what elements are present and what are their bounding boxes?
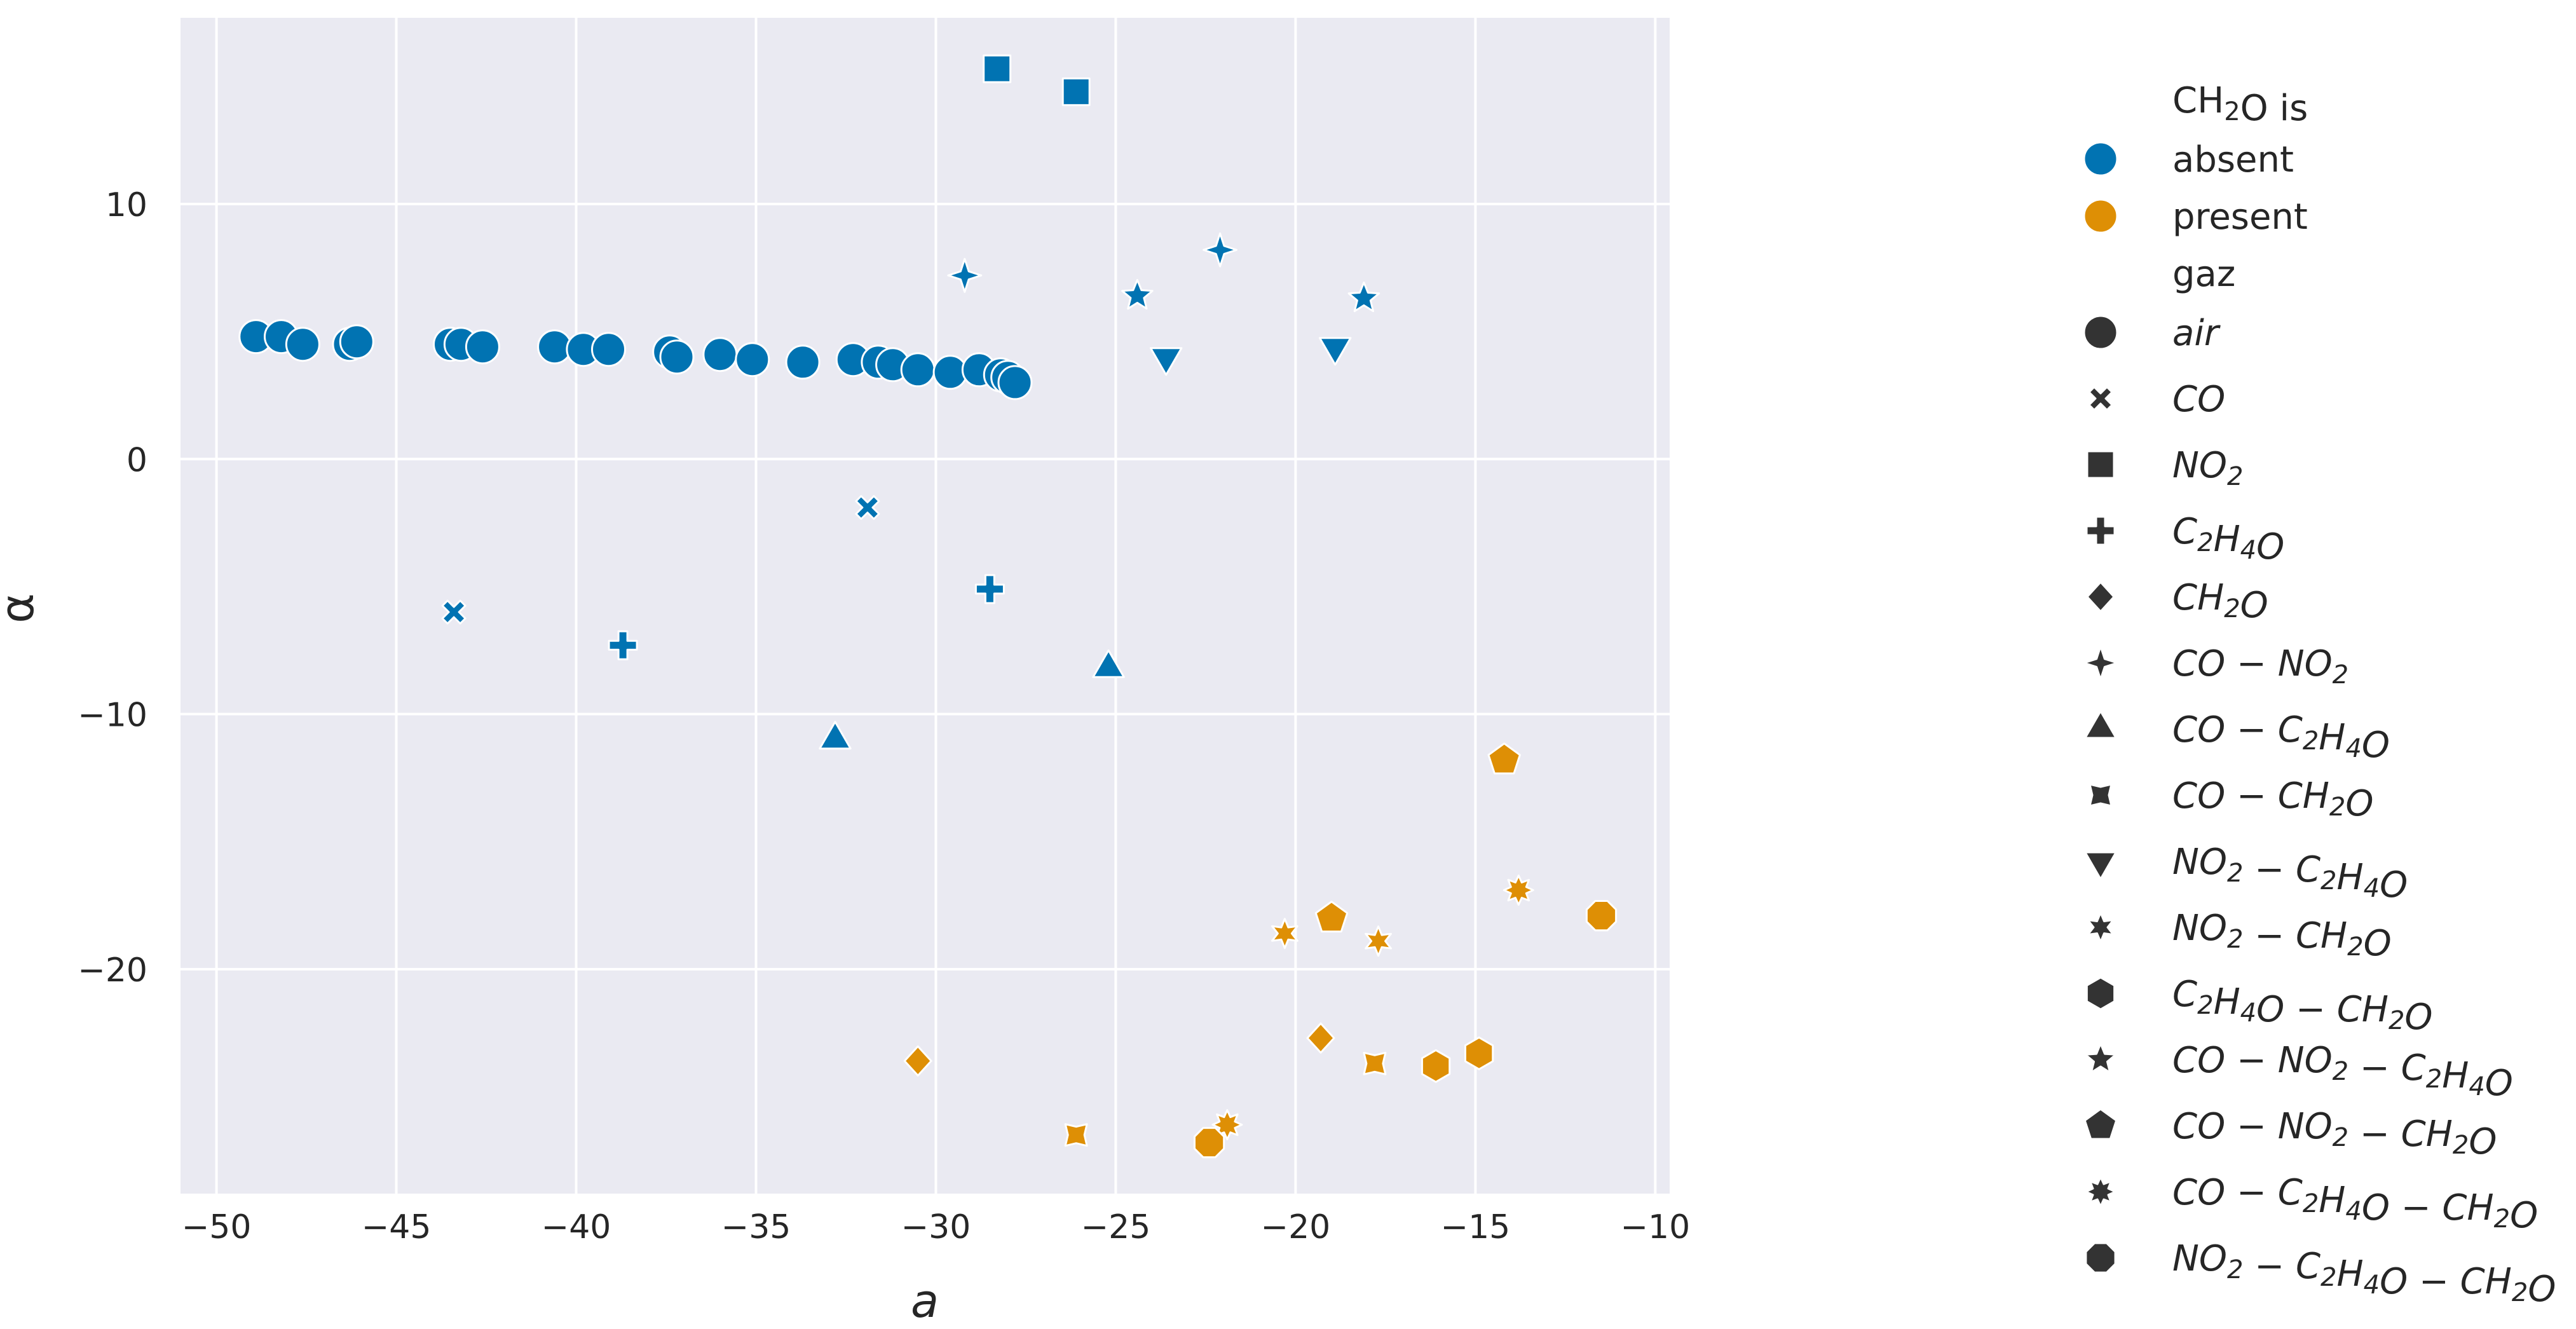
data-point xyxy=(1314,901,1349,933)
data-point xyxy=(441,599,467,625)
data-point xyxy=(785,344,821,380)
legend-marker xyxy=(2084,1042,2117,1073)
x-tick-labels: −50 −45 −40 −35 −30 −25 −20 −15 −10 xyxy=(182,1208,1691,1246)
data-point xyxy=(1363,1051,1387,1075)
legend-marker xyxy=(2086,450,2115,479)
data-point xyxy=(465,329,500,365)
legend-style-label: CH2O xyxy=(2172,577,2268,626)
y-tick-labels: 10 0 −10 −20 xyxy=(78,186,147,990)
data-point xyxy=(591,332,626,367)
data-point xyxy=(735,342,770,378)
data-point xyxy=(1421,1049,1451,1083)
legend-style-label: C2H4O xyxy=(2172,511,2284,568)
legend-style-label: CO − C2H4O xyxy=(2172,709,2390,766)
x-tick-label: −20 xyxy=(1261,1208,1331,1246)
legend-style-label: CO − C2H4O − CH2O xyxy=(2172,1172,2538,1236)
x-axis-label: a xyxy=(911,1274,939,1328)
data-point xyxy=(974,574,1005,604)
legend-style-label: C2H4O − CH2O xyxy=(2172,974,2432,1038)
data-point xyxy=(1149,347,1183,376)
data-point xyxy=(983,54,1012,83)
data-point xyxy=(1464,1036,1494,1070)
legend-style-label: NO2 − C2H4O xyxy=(2172,842,2408,906)
legend-style-label: NO2 − C2H4O − CH2O xyxy=(2172,1238,2556,1310)
data-point xyxy=(1121,278,1154,310)
data-point xyxy=(855,495,880,520)
data-point xyxy=(997,365,1033,400)
legend-marker xyxy=(2086,581,2115,613)
legend: CH2O is absent present gaz air CO NO2 C2H4O CH2O… xyxy=(2083,80,2556,1310)
legend-hue-title: CH2O is xyxy=(2172,80,2308,129)
legend-style-label: NO2 − CH2O xyxy=(2172,908,2392,964)
y-tick-label: 0 xyxy=(126,441,147,479)
x-tick-label: −10 xyxy=(1620,1208,1690,1246)
legend-marker xyxy=(2087,911,2115,943)
data-point xyxy=(659,339,695,375)
data-point xyxy=(947,257,983,293)
legend-style-title: gaz xyxy=(2172,254,2235,295)
data-point xyxy=(819,721,852,750)
legend-marker xyxy=(2084,851,2117,880)
grid-lines xyxy=(181,18,1670,1194)
y-tick-label: −20 xyxy=(78,951,147,990)
legend-marker xyxy=(2085,515,2116,546)
data-point xyxy=(900,352,936,388)
y-axis-label: α xyxy=(0,593,44,623)
data-point xyxy=(1365,925,1393,957)
data-point xyxy=(1585,899,1618,932)
data-point xyxy=(1271,918,1298,950)
x-tick-label: −50 xyxy=(182,1208,252,1246)
legend-style-label: air xyxy=(2172,313,2221,354)
legend-marker xyxy=(2083,1108,2118,1140)
data-point xyxy=(339,324,374,360)
legend-style-label: CO xyxy=(2172,379,2225,420)
legend-style-label: CO − NO2 − C2H4O xyxy=(2172,1040,2513,1104)
data-point xyxy=(1064,1123,1088,1147)
legend-marker xyxy=(2083,315,2118,350)
legend-hue-label: absent xyxy=(2172,139,2294,181)
legend-style-label: CO − NO2 xyxy=(2172,643,2348,690)
x-tick-label: −40 xyxy=(542,1208,611,1246)
data-point xyxy=(285,327,320,362)
data-point xyxy=(1306,1022,1335,1054)
x-tick-label: −45 xyxy=(362,1208,432,1246)
data-point xyxy=(1318,337,1352,366)
x-tick-label: −15 xyxy=(1441,1208,1511,1246)
legend-style-label: NO2 xyxy=(2172,445,2243,491)
legend-marker xyxy=(2085,1242,2116,1274)
legend-style-label: CO − NO2 − CH2O xyxy=(2172,1106,2497,1162)
legend-marker xyxy=(2088,386,2113,411)
legend-marker xyxy=(2089,783,2113,807)
data-point xyxy=(1193,1127,1225,1159)
data-point xyxy=(1487,742,1521,775)
legend-marker xyxy=(2083,141,2118,177)
data-point xyxy=(1347,281,1380,313)
legend-marker xyxy=(2085,1176,2116,1208)
x-tick-label: −30 xyxy=(901,1208,971,1246)
data-point xyxy=(1203,232,1238,268)
legend-marker xyxy=(2083,645,2118,681)
legend-marker xyxy=(2084,710,2117,739)
data-point xyxy=(1503,875,1534,906)
data-point xyxy=(702,337,738,372)
data-points xyxy=(238,54,1618,1159)
legend-style-label: CO − CH2O xyxy=(2172,775,2373,824)
y-tick-label: 10 xyxy=(106,186,147,224)
plot-background xyxy=(181,18,1670,1194)
data-point xyxy=(1061,77,1091,106)
data-point xyxy=(903,1045,932,1077)
y-tick-label: −10 xyxy=(78,697,147,735)
legend-marker xyxy=(2085,976,2116,1011)
x-tick-label: −35 xyxy=(721,1208,791,1246)
x-tick-label: −25 xyxy=(1081,1208,1151,1246)
data-point xyxy=(1092,649,1125,678)
data-point xyxy=(608,630,638,660)
legend-hue-label: present xyxy=(2172,196,2308,238)
legend-marker xyxy=(2083,198,2118,234)
